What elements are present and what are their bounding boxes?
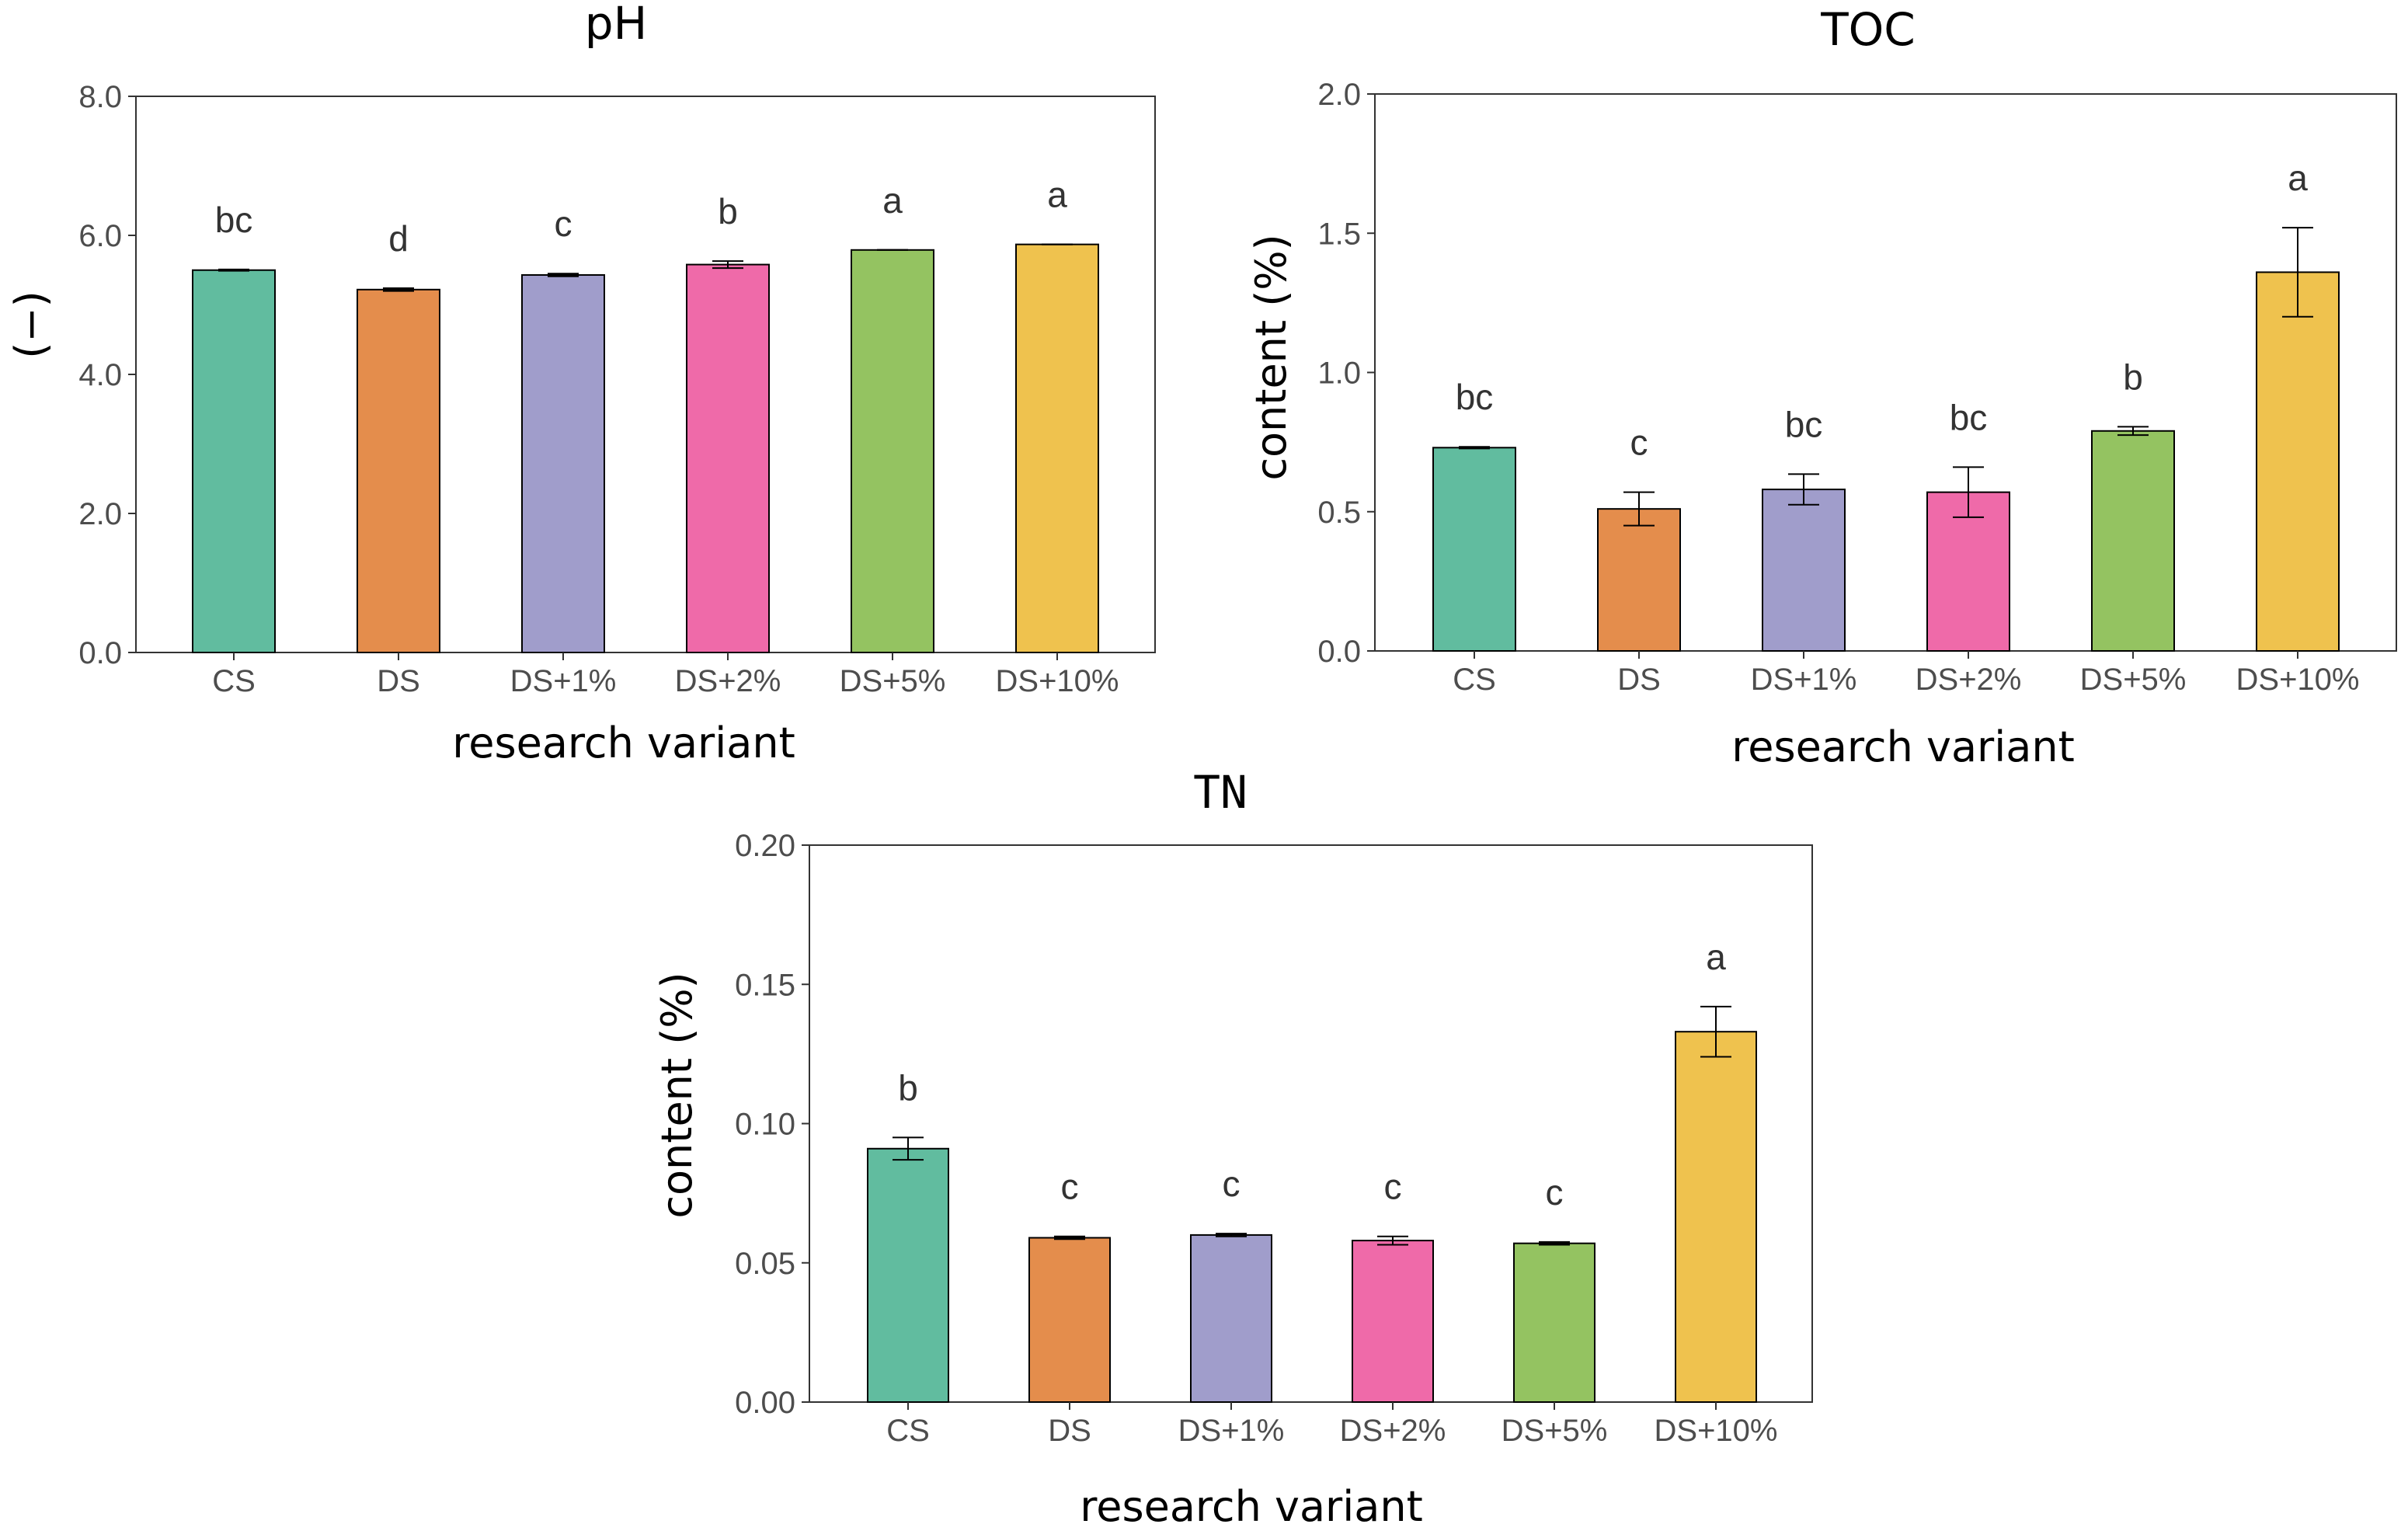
toc-title: TOC: [1820, 3, 1916, 56]
toc-x-tick-label: DS+2%: [1916, 663, 2022, 697]
toc-bar-DS+2%: [1926, 491, 2010, 652]
ph-y-tick-label: 4.0: [78, 358, 122, 392]
tn-bar-DS+2%: [1352, 1240, 1434, 1403]
toc-significance-letter: a: [2288, 158, 2308, 198]
ph-bar-DS: [357, 288, 440, 653]
ph-plot-area: 0.0 2.0 4.0 6.0 8.0 bc CS d DS c DS+1% b DS+2% a DS+5%…: [78, 80, 1156, 698]
tn-significance-letter: c: [1546, 1172, 1564, 1213]
toc-panel-border: [1374, 93, 2397, 652]
tn-bar-DS: [1028, 1237, 1111, 1403]
ph-bar-CS: [192, 269, 276, 653]
toc-plot-area: 0.0 0.5 1.0 1.5 2.0 bc CS c DS bc DS+1% bc DS+2% b DS+…: [1317, 78, 2397, 697]
toc-x-axis-label: research variant: [1731, 722, 2075, 771]
ph-significance-letter: d: [388, 218, 409, 259]
tn-y-tick-label: 0.15: [735, 968, 795, 1002]
toc-significance-letter: bc: [1785, 404, 1823, 444]
tn-x-tick-label: DS+1%: [1178, 1414, 1285, 1448]
toc-y-tick-label: 0.5: [1317, 496, 1361, 530]
tn-y-tick-label: 0.10: [735, 1108, 795, 1142]
ph-significance-letter: a: [882, 180, 903, 221]
toc-x-tick-label: CS: [1453, 663, 1496, 697]
ph-x-tick-label: DS+10%: [996, 664, 1119, 698]
ph-y-tick-label: 0.0: [78, 636, 122, 670]
ph-y-tick-label: 8.0: [78, 80, 122, 114]
toc-x-tick-label: DS+5%: [2080, 663, 2187, 697]
ph-title: pH: [585, 0, 647, 50]
toc-significance-letter: bc: [1456, 377, 1494, 417]
tn-y-axis-label: content (%): [652, 972, 701, 1218]
tn-plot-area: 0.00 0.05 0.10 0.15 0.20 b CS c DS c DS+1% c DS+2% c D…: [735, 829, 1813, 1448]
toc-x-tick-label: DS: [1617, 663, 1661, 697]
ph-significance-letter: a: [1047, 175, 1067, 215]
ph-y-tick-label: 2.0: [78, 497, 122, 531]
tn-significance-letter: b: [898, 1067, 918, 1108]
toc-bar-DS+5%: [2091, 430, 2175, 652]
tn-significance-letter: a: [1706, 937, 1726, 977]
toc-y-tick-label: 1.0: [1317, 357, 1361, 391]
ph-significance-letter: b: [718, 191, 738, 231]
ph-bar-DS+1%: [521, 274, 605, 653]
ph-panel: pH 0.0 2.0 4.0 6.0 8.0 bc CS d DS c DS+1% b DS+2% a DS…: [6, 0, 1156, 767]
tn-significance-letter: c: [1061, 1167, 1079, 1207]
tn-title: TN: [1193, 766, 1247, 819]
tn-x-axis-label: research variant: [1080, 1482, 1423, 1531]
toc-y-tick-label: 1.5: [1317, 217, 1361, 251]
ph-significance-letter: c: [555, 204, 572, 244]
ph-x-axis-label: research variant: [452, 719, 795, 767]
ph-x-tick-label: DS+2%: [675, 664, 781, 698]
toc-x-tick-label: DS+10%: [2236, 663, 2360, 697]
ph-bar-DS+2%: [686, 263, 770, 653]
toc-x-tick-label: DS+1%: [1751, 663, 1857, 697]
tn-y-tick-label: 0.05: [735, 1247, 795, 1281]
ph-x-tick-label: CS: [212, 664, 256, 698]
ph-y-tick-label: 6.0: [78, 219, 122, 253]
tn-x-tick-label: DS: [1048, 1414, 1091, 1448]
tn-bar-DS+5%: [1513, 1242, 1595, 1404]
ph-x-tick-label: DS+1%: [510, 664, 617, 698]
ph-bar-DS+5%: [851, 249, 934, 654]
toc-bar-DS+1%: [1762, 489, 1846, 652]
toc-y-axis-label: content (%): [1247, 234, 1296, 480]
toc-significance-letter: b: [2123, 357, 2143, 397]
toc-significance-letter: c: [1630, 423, 1648, 463]
ph-y-axis-label: (−): [6, 291, 55, 358]
tn-y-tick-label: 0.20: [735, 829, 795, 863]
tn-bar-DS+10%: [1675, 1031, 1757, 1403]
toc-panel: TOC 0.0 0.5 1.0 1.5 2.0 bc CS c DS bc DS+1% bc DS+2%…: [1247, 3, 2397, 771]
tn-bar-CS: [867, 1147, 949, 1403]
ph-x-tick-label: DS+5%: [840, 664, 946, 698]
toc-significance-letter: bc: [1950, 397, 1988, 437]
tn-panel: TN 0.00 0.05 0.10 0.15 0.20 b CS c DS c DS+1% c DS+2…: [652, 766, 1813, 1531]
ph-x-tick-label: DS: [377, 664, 420, 698]
tn-x-tick-label: DS+2%: [1340, 1414, 1446, 1448]
tn-x-tick-label: DS+5%: [1502, 1414, 1608, 1448]
tn-bar-DS+1%: [1190, 1234, 1272, 1404]
toc-bar-CS: [1432, 447, 1516, 652]
toc-bar-DS+10%: [2256, 271, 2340, 652]
tn-x-tick-label: CS: [886, 1414, 930, 1448]
tn-significance-letter: c: [1384, 1167, 1402, 1207]
ph-panel-border: [135, 96, 1156, 653]
ph-bar-DS+10%: [1015, 243, 1099, 653]
ph-significance-letter: bc: [215, 200, 253, 240]
tn-panel-border: [809, 844, 1813, 1403]
tn-x-tick-label: DS+10%: [1655, 1414, 1778, 1448]
toc-bar-DS: [1597, 508, 1681, 652]
toc-y-tick-label: 0.0: [1317, 635, 1361, 669]
tn-significance-letter: c: [1223, 1164, 1241, 1204]
tn-y-tick-label: 0.00: [735, 1386, 795, 1420]
toc-y-tick-label: 2.0: [1317, 78, 1361, 112]
